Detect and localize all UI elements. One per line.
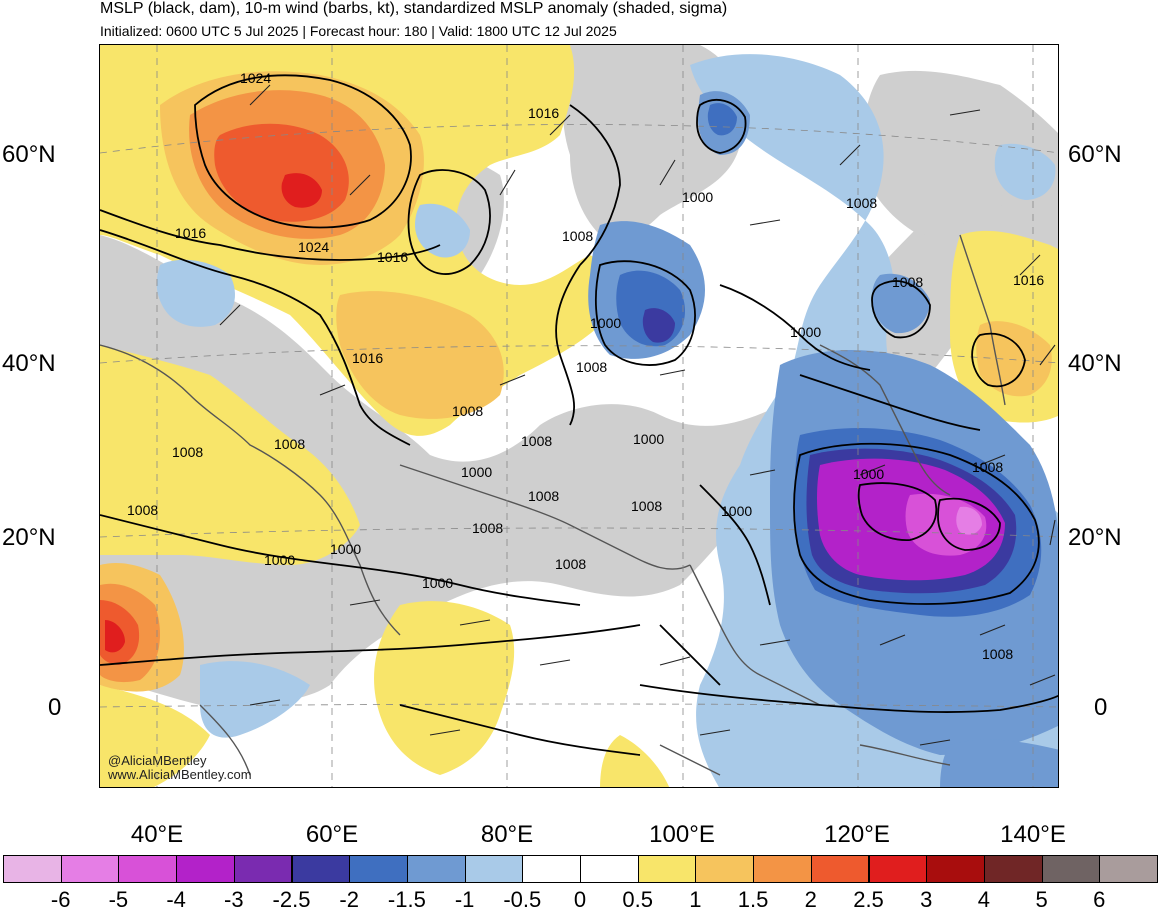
graticule <box>100 45 1058 787</box>
isobar-label: 1008 <box>472 520 503 536</box>
credit-handle: @AliciaMBentley <box>108 753 207 768</box>
chart-subtitle: Initialized: 0600 UTC 5 Jul 2025 | Forec… <box>100 23 617 39</box>
colorbar-swatch <box>753 855 812 883</box>
isobar-label: 1008 <box>972 459 1003 475</box>
colorbar-swatch <box>522 855 581 883</box>
isobar-label: 1008 <box>576 359 607 375</box>
isobar-label: 1000 <box>853 466 884 482</box>
isobar-label: 1008 <box>452 403 483 419</box>
colorbar-tick-label: -1.5 <box>387 887 426 912</box>
colorbar-swatch <box>637 855 697 883</box>
colorbar-swatch <box>926 855 985 883</box>
isobar-label: 1008 <box>274 436 305 452</box>
colorbar-tick-label: -5 <box>108 887 129 912</box>
lat-label-20n-right: 20°N <box>1068 524 1122 551</box>
isobar-label: 1008 <box>892 274 923 290</box>
isobars <box>100 74 1058 756</box>
colorbar-tick-label: 1 <box>689 887 702 912</box>
colorbar-tick-label: 2 <box>804 887 817 912</box>
colorbar-swatch <box>291 855 351 883</box>
colorbar-tick-label: 0.5 <box>622 887 653 912</box>
colorbar-tick-label: 6 <box>1093 887 1106 912</box>
colorbar-swatch <box>464 855 524 883</box>
lat-label-0-right: 0 <box>1094 694 1108 721</box>
colorbar-tick-label: 5 <box>1035 887 1048 912</box>
isobar-label: 1016 <box>175 225 206 241</box>
colorbar-swatch <box>3 855 62 883</box>
lat-label-40n-left: 40°N <box>2 350 56 377</box>
colorbar-tick-label: 2.5 <box>853 887 884 912</box>
lat-label-20n-left: 20°N <box>2 524 56 551</box>
lat-label-60n-right: 60°N <box>1068 141 1122 168</box>
anomaly-map: 1024 1024 1016 1016 1016 1016 1016 1008 … <box>100 45 1058 787</box>
colorbar-tick-label: -1 <box>454 887 475 912</box>
credit-site: www.AliciaMBentley.com <box>108 767 252 782</box>
isobar-label: 1008 <box>528 488 559 504</box>
isobar-label: 1000 <box>633 431 664 447</box>
negative-anomaly-pink <box>956 506 982 535</box>
lon-label-120e: 120°E <box>824 821 890 848</box>
isobar-label: 1008 <box>846 195 877 211</box>
isobar-label: 1000 <box>422 575 453 591</box>
colorbar-tick-label: 0 <box>573 887 587 912</box>
isobar-label: 1016 <box>1013 272 1044 288</box>
isobar-label: 1008 <box>172 444 203 460</box>
isobar-label: 1000 <box>264 552 295 568</box>
isobar-label: 1008 <box>555 556 586 572</box>
colorbar-swatch <box>983 855 1043 883</box>
isobar-label: 1000 <box>721 503 752 519</box>
isobar-label: 1024 <box>240 70 271 86</box>
isobar-label: 1000 <box>790 324 821 340</box>
colorbar-tick-label: 1.5 <box>737 887 769 912</box>
isobar-label: 1016 <box>352 350 383 366</box>
isobar-label: 1000 <box>590 315 621 331</box>
isobar-label: 1008 <box>127 502 158 518</box>
isobar-label: 1000 <box>330 541 361 557</box>
lon-label-40e: 40°E <box>130 821 184 848</box>
isobar-label: 1016 <box>528 105 559 121</box>
lon-label-60e: 60°E <box>305 821 359 848</box>
lat-label-60n-left: 60°N <box>2 141 56 168</box>
isobar-label: 1000 <box>682 189 713 205</box>
colorbar-swatch <box>695 855 755 883</box>
colorbar-swatch <box>1041 855 1101 883</box>
colorbar-swatch <box>176 855 235 883</box>
isobar-label: 1024 <box>298 239 329 255</box>
colorbar-tick-label: 4 <box>977 887 991 912</box>
colorbar-tick-label: -4 <box>166 887 186 912</box>
isobar-label: 1008 <box>521 433 552 449</box>
colorbar-swatch <box>1099 855 1158 883</box>
colorbar-swatch <box>810 855 870 883</box>
colorbar-tick-label: -2.5 <box>272 887 311 912</box>
isobar-label: 1008 <box>562 228 593 244</box>
isobar-label: 1008 <box>631 498 662 514</box>
coastlines <box>100 234 1006 776</box>
isobar-label: 1016 <box>377 249 408 265</box>
colorbar-tick-label: -0.5 <box>503 887 542 912</box>
colorbar-swatch <box>60 855 120 883</box>
lat-label-40n-right: 40°N <box>1068 350 1122 377</box>
isobar-label: 1008 <box>982 646 1013 662</box>
colorbar-swatch <box>349 855 408 883</box>
colorbar-swatch <box>118 855 178 883</box>
isobar-label: 1000 <box>461 464 492 480</box>
colorbar-tick-label: -3 <box>224 887 244 912</box>
isobar-labels: 1024 1024 1016 1016 1016 1016 1016 1008 … <box>127 70 1044 662</box>
colorbar-swatch <box>233 855 293 883</box>
colorbar-swatch <box>868 855 928 883</box>
colorbar-tick-label: 3 <box>920 887 933 912</box>
map-panel: 1024 1024 1016 1016 1016 1016 1016 1008 … <box>99 44 1059 788</box>
lat-label-0-left: 0 <box>48 694 62 721</box>
positive-anomaly-deep <box>105 173 322 653</box>
wind-barbs <box>219 84 1056 746</box>
colorbar-tick-label: -6 <box>50 887 71 912</box>
colorbar-swatch <box>580 855 639 883</box>
lon-label-80e: 80°E <box>480 821 534 848</box>
chart-title: MSLP (black, dam), 10-m wind (barbs, kt)… <box>100 0 728 17</box>
lon-label-140e: 140°E <box>1000 821 1066 848</box>
colorbar-tick-label: -2 <box>339 887 359 912</box>
lon-label-100e: 100°E <box>649 821 715 848</box>
colorbar-swatch <box>406 855 466 883</box>
colorbar <box>3 855 1158 885</box>
